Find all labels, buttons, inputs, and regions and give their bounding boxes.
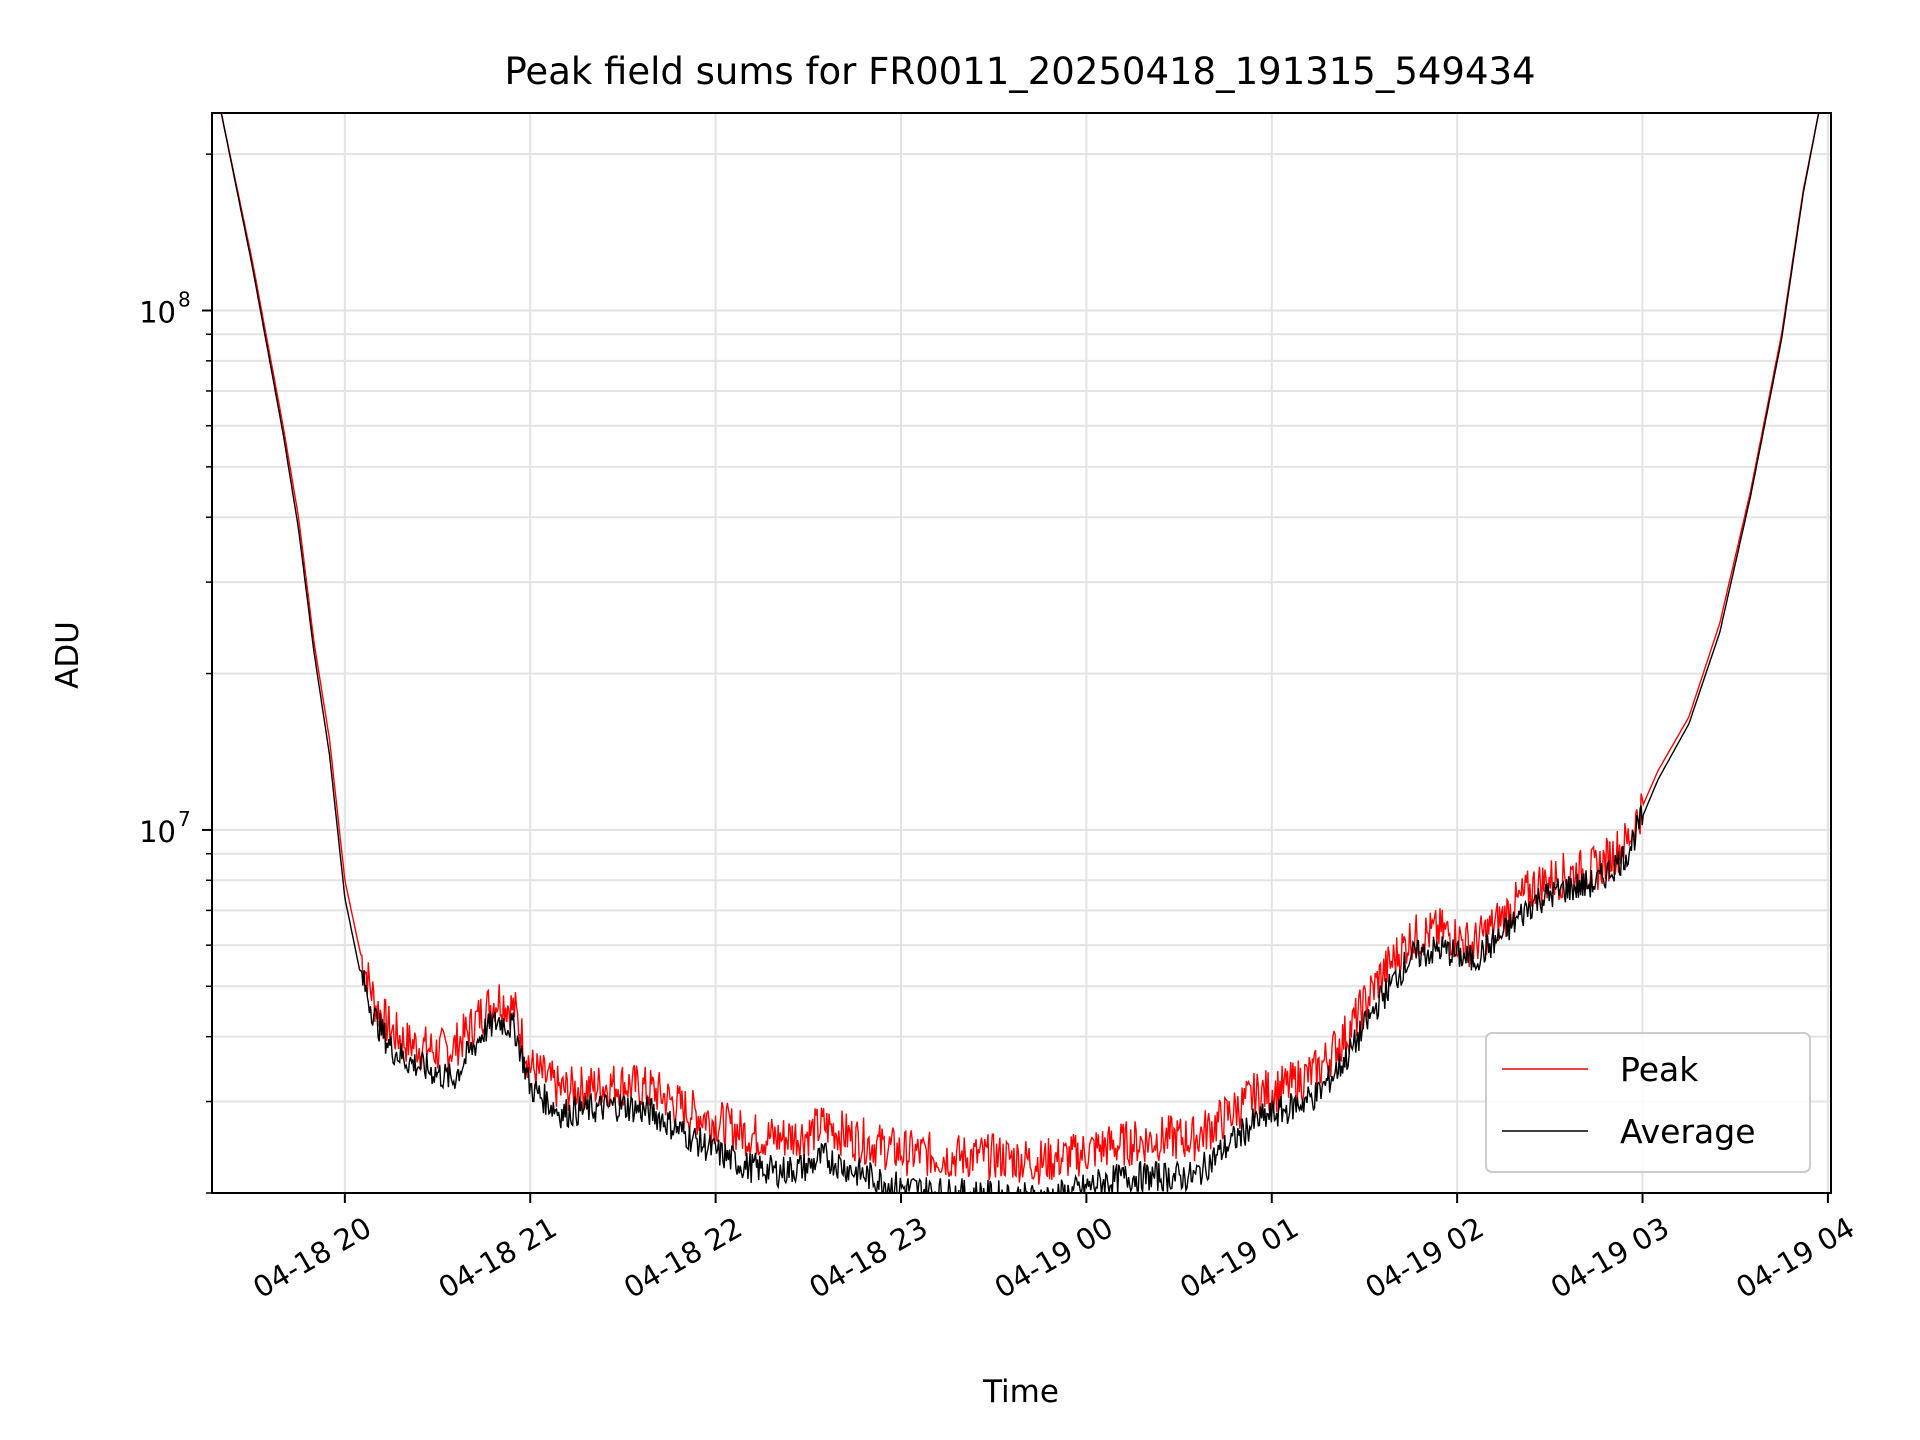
chart-title: Peak field sums for FR0011_20250418_1913… xyxy=(504,50,1535,93)
y-tick-exponent: 8 xyxy=(178,287,191,311)
plot-frame xyxy=(211,112,1832,1194)
series-layer xyxy=(220,113,1820,1193)
legend-label-peak: Peak xyxy=(1620,1050,1699,1089)
y-tick-exponent: 7 xyxy=(178,807,191,831)
x-axis-label: Time xyxy=(982,1374,1059,1410)
y-tick-label: 10 xyxy=(139,815,176,849)
y-axis-label: ADU xyxy=(50,621,86,689)
y-tick-label: 10 xyxy=(139,295,176,329)
series-line-average xyxy=(220,113,1820,1193)
legend-box xyxy=(1485,1032,1811,1173)
series-line-peak xyxy=(220,113,1820,1185)
legend-label-average: Average xyxy=(1620,1112,1756,1151)
legend: Peak Average xyxy=(1485,1032,1811,1173)
